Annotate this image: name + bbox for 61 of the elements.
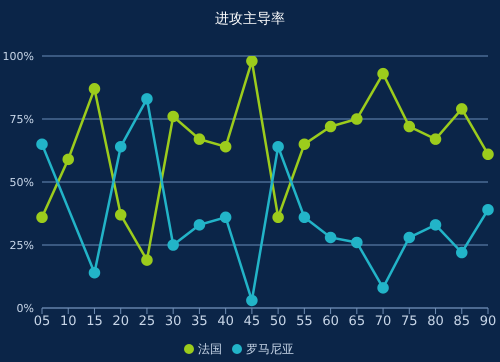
x-tick-label: 70 <box>374 314 392 330</box>
point <box>377 68 389 80</box>
x-tick-label: 20 <box>112 314 129 330</box>
point <box>298 138 310 150</box>
x-tick-label: 40 <box>217 314 234 330</box>
x-tick-label: 50 <box>270 314 286 330</box>
point <box>324 120 336 132</box>
legend-label: 法国 <box>198 342 222 356</box>
x-tick-label: 05 <box>34 314 50 330</box>
point <box>114 140 126 152</box>
legend-label: 罗马尼亚 <box>246 342 294 356</box>
point <box>272 140 284 152</box>
x-tick-label: 75 <box>401 314 418 330</box>
x-tick-label: 35 <box>191 314 208 330</box>
y-tick-label: 25% <box>10 238 34 252</box>
point <box>404 120 416 132</box>
point <box>482 204 494 216</box>
point <box>482 148 494 160</box>
point <box>220 212 232 224</box>
point <box>36 138 48 150</box>
point <box>194 133 206 145</box>
point <box>456 246 468 258</box>
point <box>298 212 310 224</box>
point <box>404 232 416 244</box>
point <box>62 154 74 166</box>
point <box>430 219 442 231</box>
point <box>377 282 389 294</box>
x-tick-label: 25 <box>138 314 156 330</box>
point <box>351 113 363 125</box>
point <box>456 103 468 115</box>
x-tick-label: 90 <box>480 314 496 330</box>
point <box>220 140 232 152</box>
point <box>88 83 100 95</box>
y-tick-label: 75% <box>10 112 34 126</box>
x-tick-label: 15 <box>86 314 103 330</box>
x-tick-label: 65 <box>348 314 366 330</box>
point <box>141 93 153 105</box>
point <box>324 232 336 244</box>
x-tick-label: 80 <box>427 314 444 330</box>
point <box>351 236 363 248</box>
point <box>36 212 48 224</box>
x-tick-label: 45 <box>244 314 260 330</box>
chart-title: 进攻主导率 <box>214 10 286 29</box>
point <box>194 219 206 231</box>
point <box>167 239 179 251</box>
x-tick-label: 85 <box>453 314 470 330</box>
x-tick-label: 55 <box>296 314 313 330</box>
y-tick-label: 50% <box>10 176 34 189</box>
point <box>430 133 442 145</box>
point <box>272 212 284 224</box>
x-tick-label: 30 <box>164 314 182 330</box>
point <box>114 209 126 221</box>
point <box>246 294 258 306</box>
x-tick-label: 10 <box>60 314 77 330</box>
x-tick-label: 60 <box>322 314 339 330</box>
point <box>167 110 179 122</box>
y-tick-label: 0% <box>16 302 34 315</box>
point <box>246 56 258 67</box>
point <box>88 266 100 278</box>
y-tick-label: 100% <box>2 50 34 63</box>
point <box>141 254 153 266</box>
